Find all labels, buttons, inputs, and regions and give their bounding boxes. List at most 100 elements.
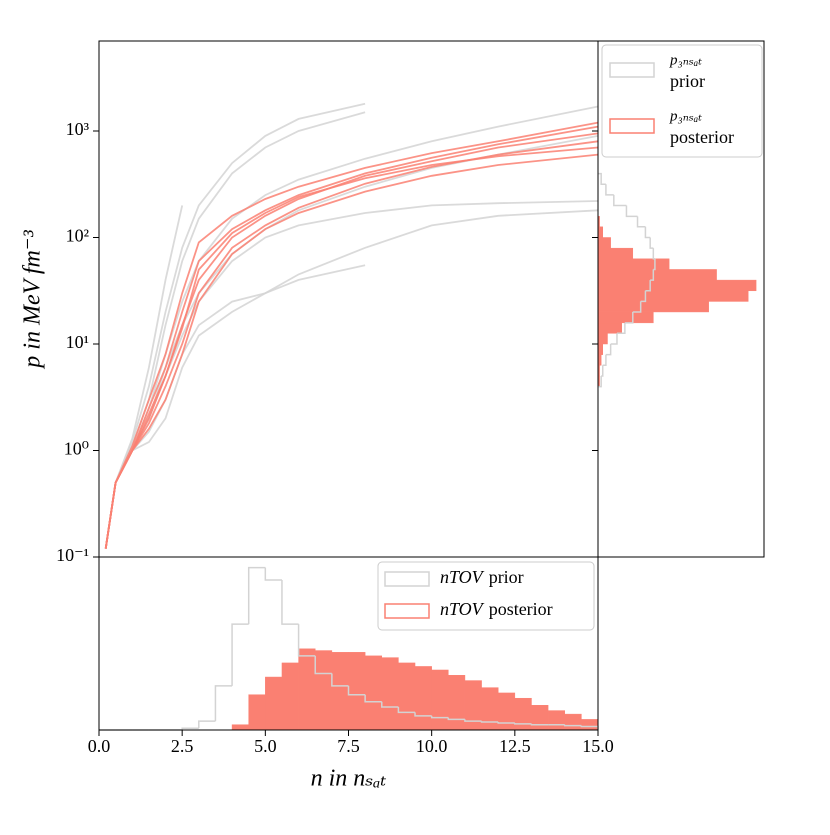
legend-variable: nTOV: [440, 599, 485, 619]
y-tick-label: 10³: [66, 119, 90, 139]
hist-step: [610, 333, 618, 345]
y-tick-label: 10⁻¹: [56, 545, 89, 565]
hist-step: [601, 365, 604, 377]
x-tick-label: 12.5: [499, 736, 531, 756]
hist-step: [653, 258, 656, 271]
x-tick-label: 2.5: [171, 736, 194, 756]
legend-box: [601, 44, 763, 158]
hist-bar: [597, 322, 622, 334]
hist-step: [616, 322, 626, 335]
hist-step: [464, 719, 482, 722]
curve: [104, 102, 366, 549]
hist-bar: [597, 258, 670, 270]
hist-bar: [597, 247, 634, 260]
hist-step: [497, 722, 515, 724]
y-tick-label: 10¹: [66, 332, 89, 352]
legend-variable: p₃ₙₛₐₜ: [669, 108, 702, 124]
hist-bar: [314, 650, 333, 731]
legend-patch: [609, 62, 655, 78]
hist-bar: [597, 279, 757, 292]
curve: [104, 146, 599, 549]
hist-bar: [398, 662, 416, 731]
x-tick-label: 10.0: [416, 736, 448, 756]
legend-name: prior: [489, 567, 524, 587]
legend-name: posterior: [489, 599, 553, 619]
hist-bar: [597, 333, 608, 345]
hist-bar: [564, 713, 582, 731]
legend-label: posterior: [670, 127, 734, 147]
hist-step: [247, 566, 266, 625]
hist-bar: [231, 724, 249, 731]
hist-step: [381, 701, 399, 708]
x-axis-label: n in nₛₐₜ: [311, 766, 387, 792]
hist-step: [632, 301, 642, 313]
legend-label: nTOV prior: [440, 567, 524, 587]
hist-bar: [597, 343, 603, 355]
axes-frame: [597, 40, 765, 558]
hist-step: [480, 721, 499, 723]
hist-step: [181, 727, 199, 730]
hist-bar: [497, 692, 516, 731]
hist-step: [649, 237, 654, 249]
hist-bar: [597, 301, 709, 313]
hist-step: [397, 707, 416, 714]
x-tick-label: 0.0: [88, 736, 111, 756]
hist-step: [297, 624, 316, 657]
hist-step: [364, 694, 382, 703]
hist-step: [598, 375, 602, 388]
hist-step: [645, 280, 651, 292]
hist-step: [530, 723, 549, 726]
curve: [104, 209, 599, 549]
curve: [104, 153, 599, 549]
hist-step: [605, 184, 614, 196]
hist-step: [281, 579, 299, 625]
hist-bar: [364, 655, 383, 731]
hist-step: [447, 717, 465, 721]
hist-bar: [597, 311, 654, 324]
hist-bar: [597, 269, 717, 281]
hist-bar: [597, 226, 603, 238]
hist-bar: [414, 666, 432, 731]
legend-label: prior: [670, 71, 705, 91]
hist-bar: [531, 705, 549, 731]
x-tick-label: 5.0: [254, 736, 277, 756]
legend-variable: nTOV: [440, 567, 485, 587]
x-tick-label: 15.0: [582, 736, 614, 756]
legend-patch: [384, 571, 430, 587]
hist-bar: [431, 669, 449, 731]
hist-step: [314, 655, 332, 675]
hist-bar: [464, 680, 482, 731]
hist-bar: [581, 719, 599, 731]
hist-step: [514, 722, 532, 725]
legend-variable: p₃ₙₛₐₜ: [669, 52, 702, 68]
y-axis-label: p in MeV fm⁻³: [20, 229, 46, 369]
hist-bar: [547, 710, 565, 731]
hist-step: [625, 205, 638, 218]
curve: [104, 121, 599, 549]
hist-step: [563, 724, 582, 727]
legend-patch: [609, 118, 655, 134]
hist-step: [636, 216, 646, 228]
hist-step: [605, 344, 612, 356]
hist-bar: [514, 697, 532, 731]
legend-patch: [384, 603, 430, 619]
hist-step: [640, 290, 647, 303]
hist-step: [331, 673, 349, 687]
legend-box: [377, 561, 595, 631]
hist-step: [644, 226, 651, 239]
hist-step: [231, 623, 249, 686]
hist-bar: [331, 652, 349, 731]
hist-step: [198, 720, 216, 729]
hist-step: [214, 685, 233, 722]
hist-step: [414, 712, 432, 717]
hist-step: [598, 172, 606, 186]
hist-step: [430, 715, 449, 719]
y-tick-label: 10²: [66, 226, 89, 246]
hist-bar: [298, 648, 316, 731]
hist-bar: [281, 662, 299, 731]
hist-bar: [248, 694, 266, 731]
y-tick-label: 10⁰: [64, 439, 89, 459]
hist-bar: [348, 652, 366, 731]
